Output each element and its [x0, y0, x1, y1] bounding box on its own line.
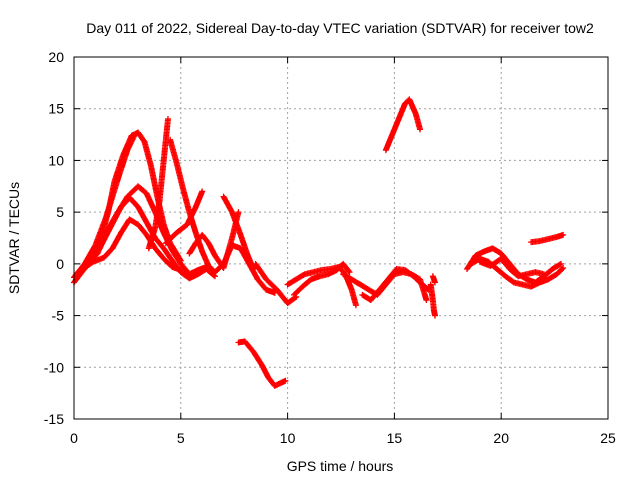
y-tick-label: 0 — [56, 256, 64, 272]
data-marker-path — [145, 116, 171, 252]
x-tick-label: 5 — [177, 430, 185, 446]
y-tick-label: -15 — [44, 411, 64, 427]
data-marker-path — [220, 193, 257, 273]
data-marker-path — [427, 281, 438, 319]
data-marker-path — [291, 260, 353, 298]
series-arc-17 — [382, 96, 424, 154]
y-tick-label: -10 — [44, 359, 64, 375]
plot-frame — [73, 56, 609, 420]
series-arc-19 — [429, 273, 438, 286]
x-tick-label: 20 — [493, 430, 509, 446]
series-arc-11 — [252, 260, 300, 307]
series-arc-23 — [528, 231, 567, 246]
x-tick-label: 15 — [387, 430, 403, 446]
series-arc-22 — [476, 255, 547, 280]
data-marker-path — [476, 255, 547, 280]
x-tick-label: 10 — [280, 430, 296, 446]
series-arc-14 — [291, 260, 353, 298]
x-axis-label: GPS time / hours — [287, 458, 394, 474]
y-axis-label: SDTVAR / TECUs — [6, 182, 22, 294]
data-marker-path — [79, 216, 184, 274]
y-tick-label: -5 — [52, 308, 65, 324]
data-marker-path — [252, 260, 300, 307]
y-tick-label: 15 — [48, 101, 64, 117]
data-marker-path — [382, 96, 424, 154]
y-tick-label: 20 — [48, 49, 64, 65]
chart-title: Day 011 of 2022, Sidereal Day-to-day VTE… — [86, 20, 594, 36]
series-arc-5 — [79, 216, 184, 274]
series-arc-6 — [145, 116, 171, 252]
y-tick-label: 10 — [48, 152, 64, 168]
series-arc-8 — [167, 136, 218, 276]
x-tick-label: 25 — [600, 430, 616, 446]
y-tick-label: 5 — [56, 204, 64, 220]
series-arc-18 — [427, 281, 438, 319]
series-arc-10 — [220, 193, 257, 273]
data-marker-path — [235, 338, 289, 389]
series-arc-16 — [359, 266, 432, 304]
data-marker-path — [167, 136, 218, 276]
x-tick-label: 0 — [70, 430, 78, 446]
data-marker-path — [359, 266, 432, 304]
data-marker-path — [528, 231, 567, 246]
data-marker-path — [429, 273, 438, 286]
series-arc-12 — [235, 338, 289, 389]
axis-ticks: 0 5 10 15 20 25 -15 -10 -5 0 5 10 15 20 — [44, 49, 616, 446]
